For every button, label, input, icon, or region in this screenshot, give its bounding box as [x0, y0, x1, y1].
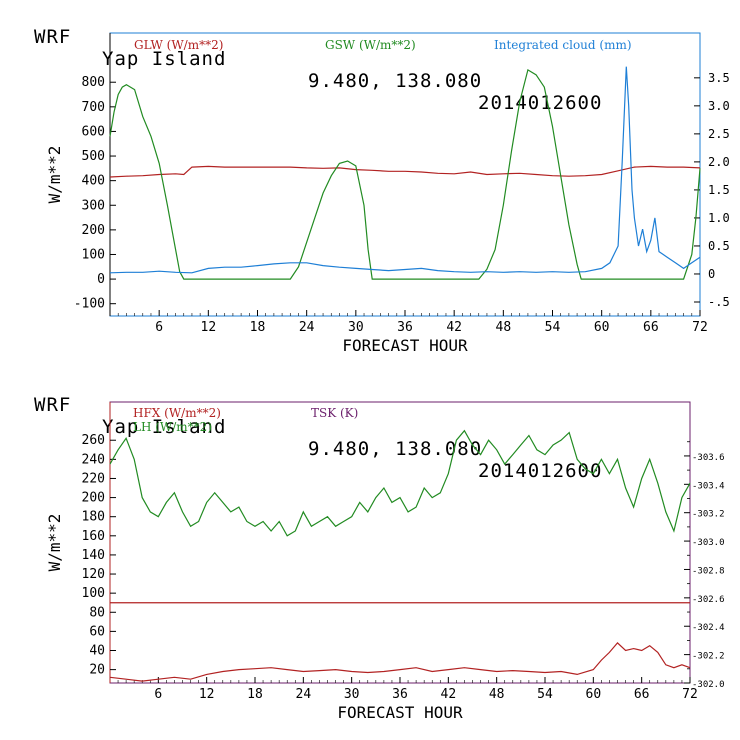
- y-tick-label: 120: [82, 567, 105, 582]
- x-tick-label: 6: [155, 320, 163, 335]
- y-axis-label: W/m**2: [45, 514, 64, 572]
- y2-tick-label: -302.6: [692, 595, 725, 605]
- series-line-2: [109, 68, 701, 280]
- y-tick-label: 220: [82, 471, 105, 486]
- bottom-chart-title: WRF Yap Island 9.480, 138.080 2014012600: [0, 372, 740, 482]
- y2-tick-label: -303.2: [692, 510, 725, 520]
- title-location: Yap Island: [102, 416, 227, 438]
- y-tick-label: -100: [74, 297, 105, 312]
- x-tick-label: 72: [692, 320, 708, 335]
- x-axis-label: FORECAST HOUR: [337, 703, 463, 722]
- y-tick-label: 40: [89, 644, 105, 659]
- x-tick-label: 48: [489, 687, 505, 702]
- x-tick-label: 12: [201, 320, 217, 335]
- y-tick-label: 200: [82, 223, 105, 238]
- x-tick-label: 24: [296, 687, 312, 702]
- y-axis-label: W/m**2: [45, 146, 64, 204]
- y-tick-label: 200: [82, 491, 105, 506]
- x-tick-label: 18: [247, 687, 263, 702]
- x-tick-label: 66: [643, 320, 659, 335]
- y2-tick-label: 1.5: [708, 183, 730, 197]
- y2-tick-label: 2.5: [708, 127, 730, 141]
- y-tick-label: 60: [89, 624, 105, 639]
- y-tick-label: 240: [82, 452, 105, 467]
- legend-entry: LH (W/m**2): [133, 420, 212, 434]
- y-tick-label: 100: [82, 586, 105, 601]
- title-location: Yap Island: [102, 48, 227, 70]
- y2-tick-label: -302.0: [692, 680, 725, 690]
- x-axis-label: FORECAST HOUR: [342, 336, 468, 355]
- y-tick-label: 160: [82, 529, 105, 544]
- radiation-cloud-chart: 6 12 18 24 30 36 42 48 54 60 66 72 -100 0 100 200 300 400…: [45, 32, 730, 355]
- heat-flux-chart: 6 12 18 24 30 36 42 48 54 60 66 72 20 40 60 80 100 120 140…: [45, 401, 725, 722]
- x-tick-label: 60: [594, 320, 610, 335]
- series-line-2: [109, 429, 691, 537]
- x-tick-label: 54: [545, 320, 561, 335]
- x-tick-label: 24: [299, 320, 315, 335]
- y-tick-label: 260: [82, 433, 105, 448]
- x-tick-label: 42: [446, 320, 462, 335]
- top-chart-title: WRF Yap Island 9.480, 138.080 2014012600: [0, 4, 740, 114]
- y2-tick-label: -303.6: [692, 453, 725, 463]
- x-tick-label: 18: [250, 320, 266, 335]
- y2-tick-label: -303.0: [692, 538, 725, 548]
- title-model: WRF: [34, 26, 72, 48]
- y-tick-label: 100: [82, 247, 105, 262]
- y2-tick-label: -302.4: [692, 623, 725, 633]
- y-tick-label: 180: [82, 510, 105, 525]
- plot-frame: [109, 32, 701, 317]
- x-tick-label: 30: [348, 320, 364, 335]
- x-tick-label: 54: [537, 687, 553, 702]
- title-model: WRF: [34, 394, 72, 416]
- title-init-time: 2014012600: [478, 460, 603, 482]
- x-tick-label: 72: [682, 687, 698, 702]
- y-tick-label: 80: [89, 605, 105, 620]
- y-tick-label: 300: [82, 198, 105, 213]
- y2-tick-label: 3.0: [708, 99, 730, 113]
- y2-tick-label: 2.0: [708, 155, 730, 169]
- series-line-3: [109, 66, 701, 274]
- y-tick-label: 20: [89, 663, 105, 678]
- x-tick-label: 48: [496, 320, 512, 335]
- title-coordinates: 9.480, 138.080: [308, 70, 483, 92]
- legend-entry: GLW (W/m**2): [134, 38, 223, 52]
- y-tick-label: 140: [82, 548, 105, 563]
- series-line-1: [109, 165, 701, 178]
- y2-tick-label: -302.2: [692, 652, 725, 662]
- y-tick-label: 0: [97, 272, 105, 287]
- y2-tick-label: -.5: [708, 295, 730, 309]
- x-tick-label: 66: [634, 687, 650, 702]
- x-tick-label: 12: [199, 687, 215, 702]
- x-tick-label: 42: [441, 687, 457, 702]
- x-tick-label: 36: [392, 687, 408, 702]
- y2-tick-label: 0.5: [708, 239, 730, 253]
- series-line-1: [109, 642, 691, 682]
- y2-tick-label: -302.8: [692, 566, 725, 576]
- y-tick-label: 800: [82, 75, 105, 90]
- legend-entry: GSW (W/m**2): [325, 38, 416, 52]
- legend-entry: Integrated cloud (mm): [494, 38, 632, 52]
- y-tick-label: 600: [82, 124, 105, 139]
- y2-tick-label: -303.4: [692, 481, 725, 491]
- y-tick-label: 500: [82, 149, 105, 164]
- title-init-time: 2014012600: [478, 92, 603, 114]
- title-coordinates: 9.480, 138.080: [308, 438, 483, 460]
- legend-entry: HFX (W/m**2): [133, 406, 221, 420]
- y2-tick-label: 0: [708, 267, 715, 281]
- x-tick-label: 36: [397, 320, 413, 335]
- legend-entry: TSK (K): [311, 406, 358, 420]
- x-tick-label: 6: [154, 687, 162, 702]
- x-tick-label: 30: [344, 687, 360, 702]
- plot-frame: [109, 401, 691, 684]
- y-tick-label: 700: [82, 100, 105, 115]
- y2-tick-label: 1.0: [708, 211, 730, 225]
- y-tick-label: 400: [82, 174, 105, 189]
- x-tick-label: 60: [586, 687, 602, 702]
- y2-tick-label: 3.5: [708, 71, 730, 85]
